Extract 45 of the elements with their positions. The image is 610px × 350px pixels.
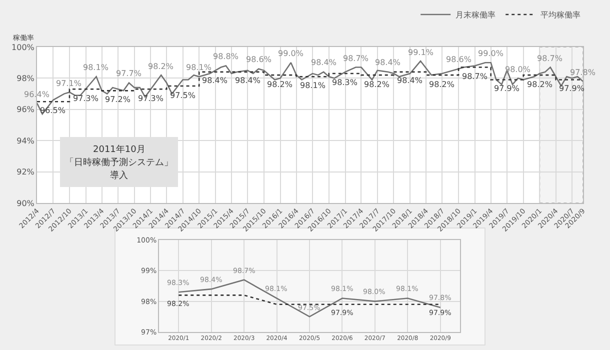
annotation: 98.2% bbox=[148, 62, 174, 71]
y-tick-label: 94% bbox=[16, 136, 35, 146]
annotation: 97.8% bbox=[570, 68, 596, 77]
annotation: 97.3% bbox=[138, 94, 164, 103]
annotation: 97.9% bbox=[494, 84, 520, 93]
y-tick-label: 90% bbox=[16, 198, 35, 208]
annotation: 97.5% bbox=[170, 91, 196, 100]
y-tick-label: 98% bbox=[16, 74, 35, 83]
annotation: 98.1% bbox=[300, 81, 326, 90]
y-tick-label: 96% bbox=[16, 105, 35, 114]
annotation: 98.2% bbox=[527, 80, 553, 89]
annotation: 98.0% bbox=[505, 65, 531, 74]
annotation: 98.4% bbox=[311, 58, 337, 67]
y-tick-label: 92% bbox=[16, 168, 35, 177]
annotation: 96.4% bbox=[24, 90, 50, 99]
annotation: 98.3% bbox=[332, 78, 358, 87]
annotation: 98.2% bbox=[429, 80, 455, 89]
annotation: 97.3% bbox=[73, 94, 99, 103]
annotation: 99.1% bbox=[408, 48, 434, 57]
annotation: 97.1% bbox=[56, 79, 82, 88]
annotation: 97.2% bbox=[105, 95, 131, 104]
annotation: 99.0% bbox=[278, 49, 304, 58]
y-tick-label: 100% bbox=[12, 42, 35, 52]
annotation: 98.2% bbox=[364, 80, 390, 89]
legend-label: 月末稼働率 bbox=[456, 10, 496, 20]
annotation: 98.1% bbox=[186, 63, 212, 72]
annotation: 98.8% bbox=[213, 52, 239, 61]
annotation: 99.0% bbox=[478, 49, 504, 58]
annotation: 97.7% bbox=[116, 69, 142, 78]
annotation: 98.4% bbox=[202, 76, 228, 85]
annotation: 98.7% bbox=[537, 54, 563, 63]
annotation: 98.2% bbox=[267, 80, 293, 89]
annotation: 98.4% bbox=[397, 76, 423, 85]
annotation: 導入 bbox=[110, 170, 128, 181]
annotation: 「日時稼働予測システム」 bbox=[65, 157, 173, 168]
annotation: 98.4% bbox=[375, 58, 401, 67]
annotation: 97.9% bbox=[559, 84, 585, 93]
annotation: 2011年10月 bbox=[93, 144, 146, 155]
legend-label: 平均稼働率 bbox=[540, 10, 581, 20]
annotation: 98.7% bbox=[343, 54, 369, 63]
annotation: 98.4% bbox=[235, 76, 261, 85]
annotation: 98.1% bbox=[83, 63, 109, 72]
annotation: 98.6% bbox=[246, 55, 272, 64]
annotation: 98.7% bbox=[462, 72, 488, 81]
annotation: 98.6% bbox=[446, 55, 472, 64]
